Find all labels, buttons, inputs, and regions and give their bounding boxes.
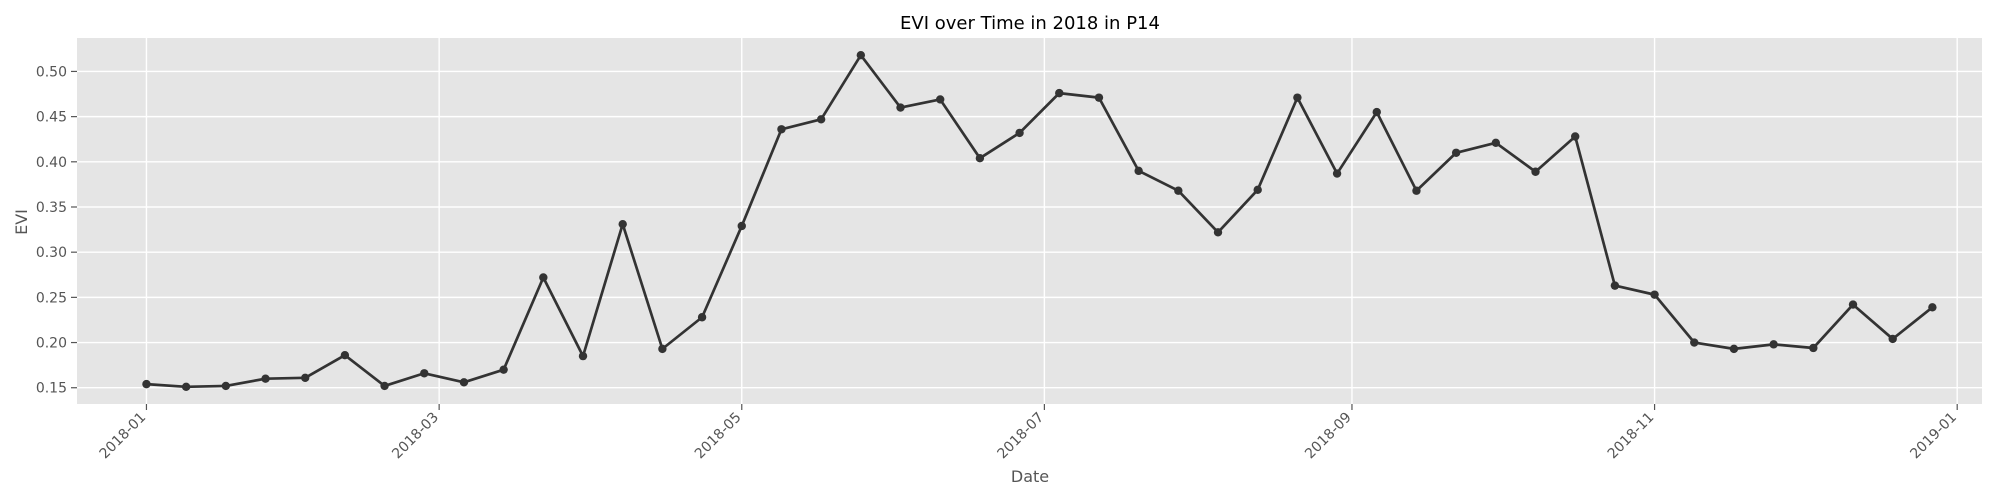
y-axis-label: EVI — [12, 209, 31, 235]
data-point — [1809, 343, 1818, 353]
data-point — [697, 313, 707, 322]
y-tick-label: 0.15 — [36, 381, 67, 397]
data-point — [1174, 186, 1183, 195]
data-point — [1293, 93, 1302, 102]
data-point — [1015, 128, 1024, 138]
data-point — [301, 373, 310, 382]
data-point — [618, 219, 627, 229]
data-point — [1571, 132, 1580, 141]
data-point — [1253, 185, 1262, 195]
data-point — [539, 273, 548, 282]
data-point — [1928, 303, 1937, 312]
data-point — [380, 381, 389, 391]
data-point — [936, 95, 945, 104]
grid-lines — [77, 38, 1982, 404]
data-point — [1372, 107, 1381, 117]
y-tick-label: 0.30 — [36, 245, 67, 261]
x-tick-label: 2018-07 — [995, 410, 1048, 463]
data-point — [1769, 340, 1778, 349]
data-point — [896, 103, 905, 112]
x-tick-label: 2018-05 — [692, 410, 745, 463]
data-point — [1094, 93, 1104, 102]
y-tick-label: 0.35 — [36, 200, 67, 216]
y-tick-label: 0.45 — [36, 110, 67, 126]
data-point — [856, 50, 866, 60]
data-point — [1531, 167, 1540, 176]
data-point — [1729, 344, 1739, 354]
data-point — [142, 379, 151, 389]
data-point — [1213, 228, 1223, 237]
data-point — [261, 374, 270, 383]
data-point — [459, 378, 469, 387]
data-point — [1888, 334, 1897, 344]
data-point — [578, 351, 588, 361]
data-point — [499, 365, 508, 374]
data-point — [737, 221, 746, 231]
data-point — [1412, 186, 1421, 195]
data-point — [181, 382, 191, 392]
x-tick-label: 2018-11 — [1605, 410, 1658, 463]
data-point — [1451, 148, 1461, 157]
data-point — [340, 351, 350, 360]
data-point — [1610, 281, 1620, 290]
chart-title: EVI over Time in 2018 in P14 — [900, 13, 1160, 34]
data-points — [142, 50, 1937, 392]
y-tick-label: 0.25 — [36, 290, 67, 306]
data-point — [1332, 169, 1342, 178]
data-point — [1134, 166, 1143, 176]
y-tick-label: 0.40 — [36, 155, 67, 171]
data-point — [975, 153, 985, 163]
data-point — [658, 344, 667, 354]
data-point — [1848, 300, 1858, 309]
series-line — [145, 53, 1934, 389]
data-point — [1690, 338, 1699, 347]
data-point — [1650, 290, 1659, 299]
data-point — [816, 115, 826, 124]
data-point — [1055, 88, 1064, 98]
y-tick-label: 0.20 — [36, 336, 67, 352]
x-tick-label: 2018-03 — [389, 410, 442, 463]
data-point — [777, 125, 786, 134]
data-series — [145, 53, 1934, 389]
x-axis-label: Date — [1011, 467, 1049, 486]
x-tick-label: 2018-01 — [97, 410, 150, 463]
y-tick-label: 0.50 — [36, 64, 67, 80]
data-point — [1491, 138, 1501, 148]
data-point — [420, 369, 429, 378]
plot-area — [77, 38, 1982, 404]
x-tick-label: 2018-09 — [1302, 410, 1355, 463]
x-tick-label: 2019-01 — [1907, 410, 1960, 463]
data-point — [221, 381, 231, 391]
